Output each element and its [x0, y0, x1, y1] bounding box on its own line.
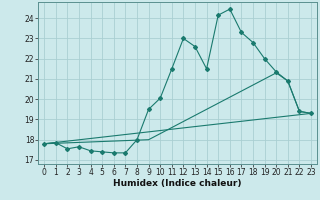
- X-axis label: Humidex (Indice chaleur): Humidex (Indice chaleur): [113, 179, 242, 188]
